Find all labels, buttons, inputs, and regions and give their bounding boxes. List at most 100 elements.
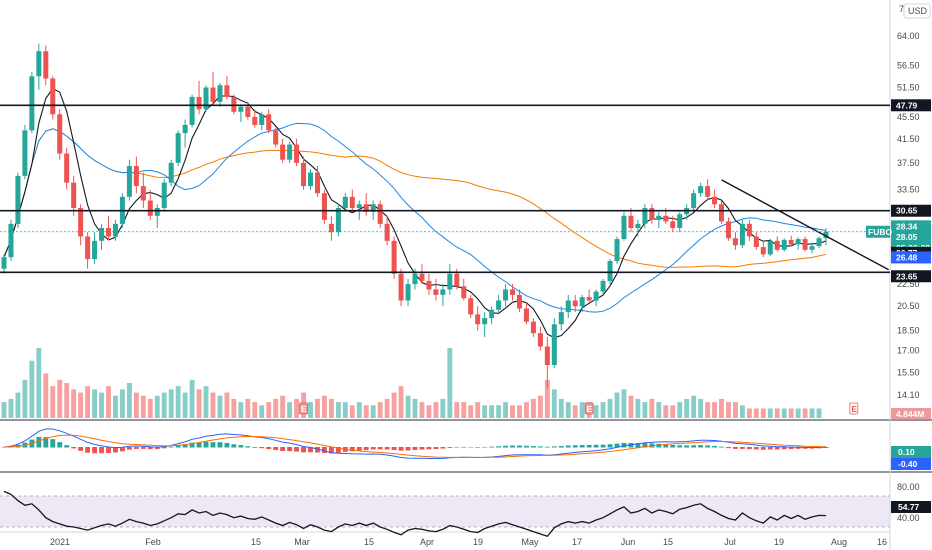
candle-body[interactable]	[788, 239, 794, 245]
candle-body[interactable]	[426, 280, 432, 290]
candle-body[interactable]	[182, 124, 188, 134]
candle-body[interactable]	[273, 130, 279, 145]
candle-body[interactable]	[732, 238, 738, 246]
candle-body[interactable]	[140, 186, 146, 201]
candle-body[interactable]	[677, 214, 683, 228]
candle-body[interactable]	[607, 261, 613, 281]
candle-body[interactable]	[370, 204, 376, 212]
candle-body[interactable]	[816, 238, 822, 247]
candle-body[interactable]	[328, 223, 334, 233]
candle-body[interactable]	[210, 87, 216, 102]
candle-body[interactable]	[572, 300, 578, 307]
candle-body[interactable]	[36, 51, 42, 77]
candle-body[interactable]	[670, 221, 676, 228]
candle-body[interactable]	[349, 196, 355, 209]
candle-body[interactable]	[642, 208, 648, 224]
candle-body[interactable]	[767, 240, 773, 255]
candle-body[interactable]	[391, 240, 397, 274]
candle-body[interactable]	[523, 308, 529, 322]
candle-body[interactable]	[419, 273, 425, 281]
candle-body[interactable]	[308, 172, 314, 187]
candle-body[interactable]	[621, 215, 627, 240]
candle-body[interactable]	[105, 227, 111, 237]
candle-body[interactable]	[468, 298, 474, 315]
candle-body[interactable]	[628, 215, 634, 228]
candle-body[interactable]	[57, 114, 63, 154]
candle-body[interactable]	[663, 215, 669, 222]
candle-body[interactable]	[447, 273, 453, 290]
time-axis[interactable]: 2021 Feb 15 Mar 15 Apr 19 May 17 Jun 15 Jul 19 Aug 16	[50, 537, 887, 547]
candle-body[interactable]	[809, 246, 815, 250]
candle-body[interactable]	[614, 239, 620, 262]
candle-body[interactable]	[147, 200, 153, 216]
candle-body[interactable]	[266, 114, 272, 131]
candle-body[interactable]	[335, 208, 341, 233]
candle-body[interactable]	[342, 196, 348, 209]
candle-body[interactable]	[203, 87, 209, 110]
candle-body[interactable]	[301, 162, 307, 187]
candle-body[interactable]	[8, 223, 14, 258]
candle-body[interactable]	[600, 280, 606, 292]
candle-body[interactable]	[231, 96, 237, 112]
candle-body[interactable]	[314, 172, 320, 194]
candle-body[interactable]	[558, 312, 564, 325]
candle-body[interactable]	[161, 182, 167, 209]
candle-body[interactable]	[412, 273, 418, 285]
candle-body[interactable]	[99, 227, 105, 241]
candle-body[interactable]	[245, 106, 251, 117]
candle-body[interactable]	[78, 208, 84, 237]
candle-body[interactable]	[64, 153, 70, 183]
candle-body[interactable]	[795, 239, 801, 245]
candle-body[interactable]	[537, 333, 543, 347]
candle-body[interactable]	[405, 284, 411, 301]
candle-body[interactable]	[496, 300, 502, 310]
horizontal-levels[interactable]	[0, 104, 890, 274]
candle-body[interactable]	[593, 291, 599, 301]
earnings-marker-box[interactable]	[849, 402, 859, 415]
earnings-marker[interactable]: E	[299, 402, 308, 415]
candle-body[interactable]	[384, 223, 390, 241]
candle-body[interactable]	[238, 106, 244, 112]
candle-body[interactable]	[1, 257, 7, 269]
candle-body[interactable]	[440, 289, 446, 295]
candle-body[interactable]	[725, 221, 731, 239]
earnings-marker-box[interactable]	[584, 402, 594, 415]
candle-body[interactable]	[287, 144, 293, 160]
candle-body[interactable]	[489, 309, 495, 319]
candle-body[interactable]	[719, 204, 725, 222]
candle-body[interactable]	[739, 223, 745, 246]
candle-body[interactable]	[746, 223, 752, 237]
candle-body[interactable]	[530, 321, 536, 334]
candle-body[interactable]	[224, 85, 230, 97]
candle-body[interactable]	[377, 204, 383, 224]
candle-body[interactable]	[126, 166, 132, 197]
candle-body[interactable]	[321, 193, 327, 220]
candle-body[interactable]	[398, 273, 404, 301]
candle-body[interactable]	[760, 247, 766, 255]
candle-body[interactable]	[635, 223, 641, 228]
candle-body[interactable]	[551, 324, 557, 366]
candle-body[interactable]	[196, 96, 202, 110]
candle-body[interactable]	[753, 236, 759, 248]
candle-body[interactable]	[649, 208, 655, 220]
candlesticks[interactable]	[1, 43, 829, 389]
earnings-marker[interactable]: E	[584, 402, 594, 415]
candle-body[interactable]	[175, 133, 181, 163]
candle-body[interactable]	[774, 240, 780, 250]
candle-body[interactable]	[565, 300, 571, 313]
earnings-marker-box[interactable]	[299, 402, 308, 415]
candle-body[interactable]	[482, 318, 488, 325]
candle-body[interactable]	[252, 116, 258, 125]
candle-body[interactable]	[475, 314, 481, 325]
candle-body[interactable]	[29, 76, 35, 131]
candle-body[interactable]	[712, 196, 718, 205]
candle-body[interactable]	[15, 175, 21, 224]
candle-body[interactable]	[454, 273, 460, 287]
candle-body[interactable]	[112, 223, 118, 237]
candle-body[interactable]	[259, 114, 265, 125]
candle-body[interactable]	[71, 182, 77, 209]
candle-body[interactable]	[586, 297, 592, 301]
candle-body[interactable]	[802, 239, 808, 250]
candle-body[interactable]	[85, 236, 91, 260]
